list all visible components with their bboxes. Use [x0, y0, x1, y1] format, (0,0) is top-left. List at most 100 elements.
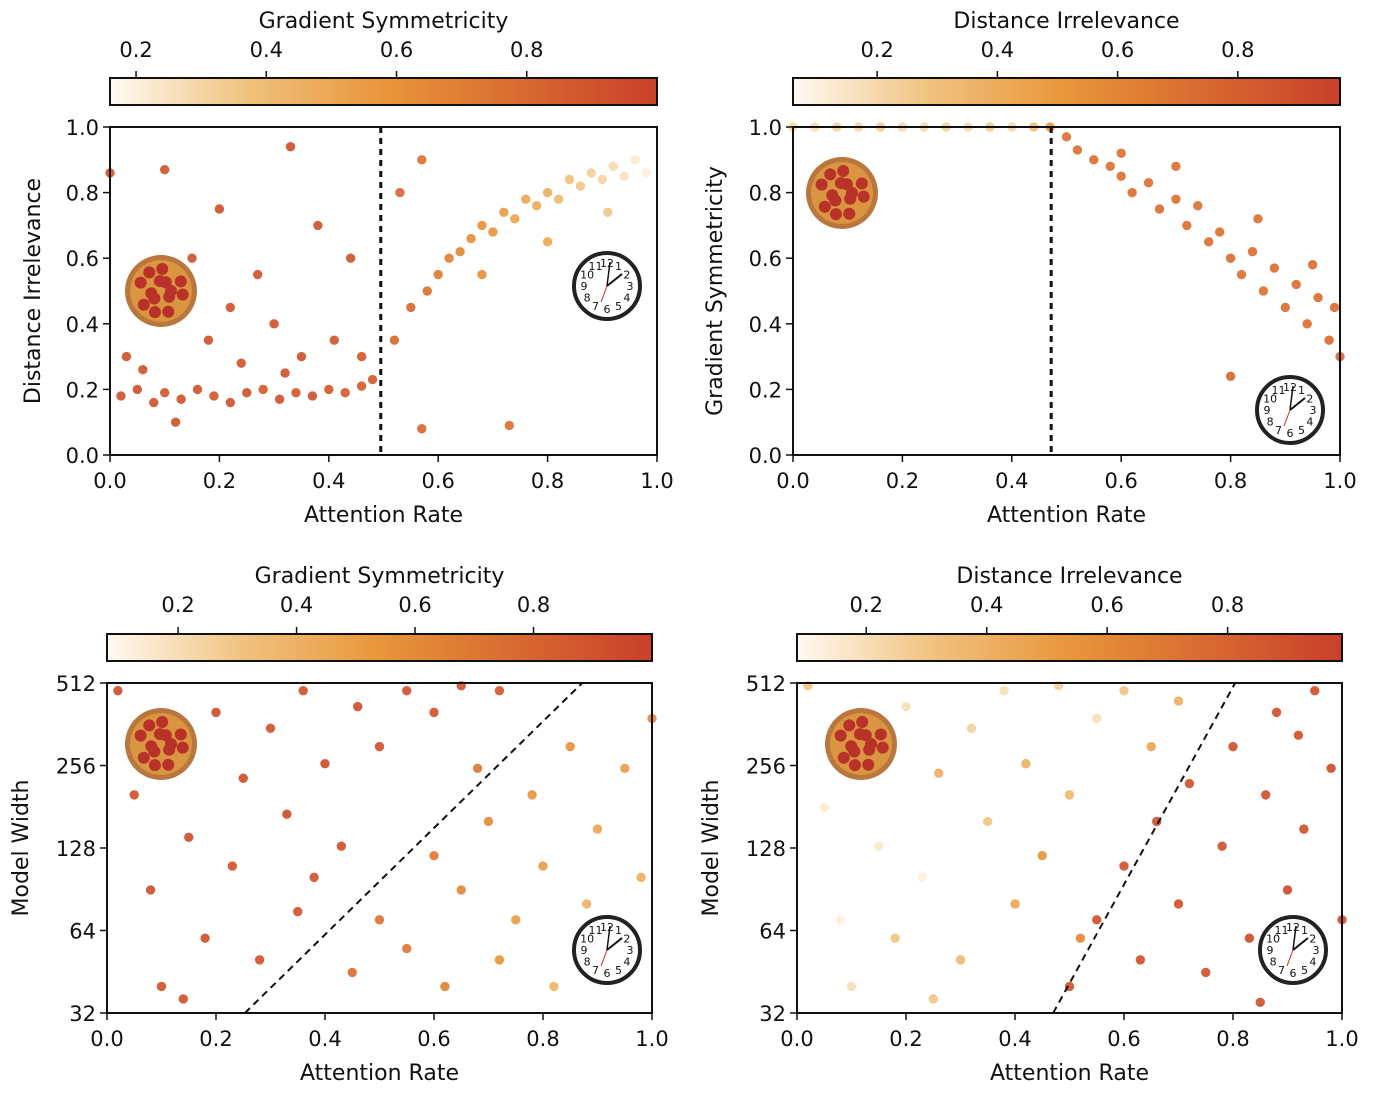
scatter-points — [787, 121, 1346, 382]
colorbar-tick-label: 0.6 — [1101, 38, 1134, 62]
data-point — [241, 387, 253, 398]
clock-numeral: 2 — [1309, 933, 1316, 946]
colorbar-tick-label: 0.4 — [250, 38, 283, 62]
colorbar-tick-label: 0.6 — [398, 593, 431, 617]
colorbar-tick-label: 0.4 — [981, 38, 1014, 62]
x-tick-label: 0.0 — [90, 1027, 123, 1051]
x-tick-label: 0.0 — [93, 469, 126, 493]
pepperoni — [176, 741, 189, 754]
y-tick-label: 64 — [759, 920, 786, 944]
data-point — [998, 685, 1010, 696]
data-point — [476, 220, 488, 231]
data-point — [955, 954, 966, 966]
data-point — [1323, 334, 1335, 346]
data-point — [374, 741, 385, 752]
data-point — [455, 884, 467, 896]
y-axis-label: Model Width — [699, 780, 724, 917]
data-point — [112, 685, 124, 696]
data-point — [1227, 741, 1239, 752]
pepperoni — [145, 287, 158, 300]
data-point — [297, 685, 309, 696]
clock-numeral: 1 — [1301, 924, 1308, 937]
clock-numeral: 8 — [584, 956, 591, 969]
data-point — [520, 193, 532, 205]
clock-numeral: 1 — [1298, 384, 1305, 397]
x-tick-label: 0.6 — [421, 469, 454, 493]
data-point — [1009, 898, 1021, 910]
data-point — [227, 860, 238, 872]
y-tick-label: 512 — [746, 672, 786, 696]
data-point — [307, 390, 318, 402]
clock-numeral: 12 — [1283, 381, 1297, 394]
data-point — [1271, 707, 1282, 718]
pepperoni — [134, 729, 147, 742]
x-tick-label: 0.6 — [417, 1027, 450, 1051]
data-point — [1088, 154, 1100, 166]
data-point — [159, 164, 170, 175]
colorbar-tick-label: 0.4 — [280, 593, 313, 617]
data-point — [1307, 259, 1318, 271]
data-point — [1301, 318, 1313, 330]
data-point — [1269, 262, 1280, 274]
pepperoni — [844, 192, 857, 205]
data-point — [265, 722, 276, 734]
data-point — [1254, 997, 1266, 1008]
data-point — [214, 203, 225, 215]
data-point — [1143, 177, 1154, 189]
x-tick-label: 1.0 — [640, 469, 673, 493]
clock-numeral: 5 — [1298, 424, 1305, 437]
pepperoni — [143, 266, 156, 279]
data-point — [531, 200, 542, 212]
y-tick-label: 0.2 — [749, 378, 782, 402]
data-point — [483, 816, 494, 827]
data-point — [526, 789, 538, 801]
data-point — [1145, 741, 1157, 752]
data-point — [1170, 161, 1182, 172]
clock-numeral: 9 — [581, 944, 588, 957]
data-point — [933, 767, 945, 779]
data-point — [148, 397, 160, 408]
data-point — [982, 816, 994, 827]
data-point — [175, 393, 187, 405]
clock-second-hand — [1283, 409, 1291, 427]
data-point — [1173, 695, 1184, 707]
data-point — [1036, 850, 1048, 861]
data-point — [319, 758, 331, 769]
clock-minute-hand — [606, 261, 611, 287]
x-tick-label: 0.0 — [780, 1027, 813, 1051]
data-point — [465, 233, 477, 244]
data-point — [208, 390, 220, 402]
data-point — [1104, 161, 1116, 172]
data-point — [401, 685, 413, 696]
clock-numeral: 1 — [615, 260, 622, 273]
colorbar — [109, 77, 658, 106]
x-tick-label: 0.4 — [308, 1027, 341, 1051]
data-point — [374, 914, 385, 926]
data-point — [121, 351, 132, 362]
data-point — [476, 269, 488, 280]
clock-numeral: 4 — [1306, 416, 1313, 429]
data-point — [257, 384, 269, 395]
data-point — [454, 246, 466, 257]
pizza-icon — [806, 157, 878, 229]
data-point — [1135, 954, 1146, 966]
data-point — [115, 390, 127, 402]
threshold-line — [244, 682, 583, 1014]
data-point — [352, 701, 364, 712]
clock-numeral: 11 — [1275, 924, 1289, 937]
colorbar-label: Gradient Symmetricity — [259, 9, 509, 34]
clock-hour-hand — [606, 937, 623, 951]
x-tick-label: 0.4 — [995, 469, 1028, 493]
colorbar-tick-label: 0.8 — [510, 38, 543, 62]
data-point — [586, 167, 597, 179]
data-point — [494, 954, 505, 966]
x-tick-label: 0.6 — [1107, 1027, 1140, 1051]
data-point — [1244, 932, 1255, 944]
clock-numeral: 9 — [1267, 944, 1274, 957]
data-point — [1184, 778, 1195, 789]
data-point — [345, 252, 356, 264]
pepperoni — [837, 165, 850, 178]
colorbar-label: Distance Irrelevance — [953, 9, 1179, 34]
